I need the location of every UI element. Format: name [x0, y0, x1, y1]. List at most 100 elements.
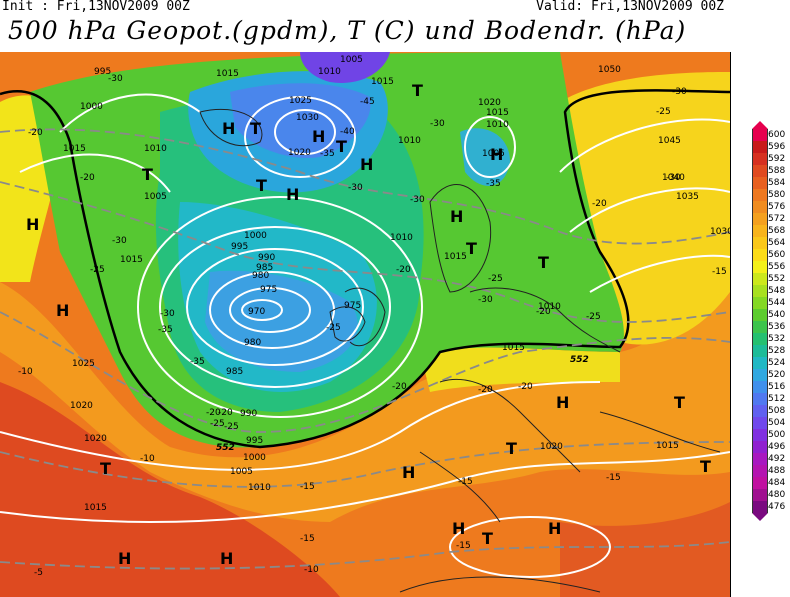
- pressure-label: 1015: [63, 144, 86, 154]
- pressure-label: 1025: [72, 359, 95, 369]
- center-marker: H: [402, 463, 415, 482]
- temp-label: -5: [34, 568, 43, 578]
- legend-swatch: [752, 285, 768, 297]
- temp-label: -30: [672, 87, 687, 97]
- isotherms: [0, 128, 730, 570]
- legend-swatch: [752, 237, 768, 249]
- legend-swatch: [752, 309, 768, 321]
- legend-label: 516: [768, 382, 786, 392]
- header: Init : Fri,13NOV2009 00Z Valid: Fri,13NO…: [0, 0, 790, 50]
- legend-label: 576: [768, 202, 786, 212]
- legend-label: 492: [768, 454, 786, 464]
- pressure-label: 1000: [244, 231, 267, 241]
- legend-swatch: [752, 201, 768, 213]
- legend-label: 528: [768, 346, 786, 356]
- center-marker: H: [450, 207, 463, 226]
- legend-swatch: [752, 189, 768, 201]
- center-marker: T: [506, 439, 517, 458]
- pressure-label: 1020: [70, 401, 93, 411]
- center-marker: H: [56, 301, 69, 320]
- legend-label: 548: [768, 286, 786, 296]
- zone-red-se: [560, 502, 730, 597]
- page-title: 500 hPa Geopot.(gpdm), T (C) und Bodendr…: [8, 16, 687, 45]
- temp-label: -20: [396, 265, 411, 275]
- temp-label: -25: [210, 419, 225, 429]
- center-marker: H: [556, 393, 569, 412]
- legend-label: 508: [768, 406, 786, 416]
- temp-label: -15: [300, 482, 315, 492]
- legend-swatch: [752, 273, 768, 285]
- pressure-label: 990: [258, 253, 275, 263]
- pressure-label: 975: [260, 285, 277, 295]
- temp-label: -10: [304, 565, 319, 575]
- temp-label: -20: [392, 382, 407, 392]
- pressure-label: 1020: [540, 442, 563, 452]
- legend-label: 512: [768, 394, 786, 404]
- legend-label: 536: [768, 322, 786, 332]
- temp-label: -40: [340, 127, 355, 137]
- pressure-label: 1035: [676, 192, 699, 202]
- pressure-label: 1015: [656, 441, 679, 451]
- pressure-label: 1010: [248, 483, 271, 493]
- center-marker: H: [286, 185, 299, 204]
- pressure-label: 985: [256, 263, 273, 273]
- legend-swatch: [752, 393, 768, 405]
- temp-label: -30: [430, 119, 445, 129]
- valid-time: Valid: Fri,13NOV2009 00Z: [536, 0, 724, 14]
- legend-arrow-bottom: [752, 513, 768, 521]
- legend-label: 560: [768, 250, 786, 260]
- pressure-label: 980: [244, 338, 261, 348]
- temp-label: -30: [410, 195, 425, 205]
- temp-label: -30: [666, 173, 681, 183]
- pressure-label: 1020: [478, 98, 501, 108]
- legend-label: 488: [768, 466, 786, 476]
- temp-label: -25: [326, 323, 341, 333]
- weather-map[interactable]: 995 1000 1015 1010 1005 1025 1030 1020 1…: [0, 52, 731, 597]
- pressure-label: 1005: [230, 467, 253, 477]
- contour-tags: 552 552: [216, 355, 589, 453]
- temp-label: -25: [488, 274, 503, 284]
- coastlines: [199, 108, 721, 593]
- legend-swatch: [752, 261, 768, 273]
- legend-swatch: [752, 333, 768, 345]
- legend-swatch: [752, 345, 768, 357]
- temp-label: -10: [18, 367, 33, 377]
- legend-label: 476: [768, 502, 786, 512]
- legend-swatch: [752, 453, 768, 465]
- temp-label: -20: [536, 307, 551, 317]
- pressure-label: 1040: [662, 173, 685, 183]
- temp-label: -10: [140, 454, 155, 464]
- temp-label: -45: [360, 97, 375, 107]
- pressure-label: 970: [248, 307, 265, 317]
- legend-label: 584: [768, 178, 786, 188]
- legend-swatch: [752, 381, 768, 393]
- center-marker: T: [256, 176, 267, 195]
- pressure-label: 1015: [84, 503, 107, 513]
- temp-label: -20: [206, 408, 221, 418]
- pressure-label: 995: [231, 242, 248, 252]
- pressure-label: 1015: [486, 108, 509, 118]
- temp-label: -30: [112, 236, 127, 246]
- legend-swatch: [752, 129, 768, 141]
- legend-swatch: [752, 225, 768, 237]
- legend-label: 572: [768, 214, 786, 224]
- center-marker: H: [220, 549, 233, 568]
- center-marker: T: [466, 239, 477, 258]
- center-marker: H: [312, 127, 325, 146]
- legend-label: 520: [768, 370, 786, 380]
- pressure-label: 1010: [390, 233, 413, 243]
- legend-label: 496: [768, 442, 786, 452]
- init-time: Init : Fri,13NOV2009 00Z: [2, 0, 190, 14]
- legend-arrow-top: [752, 121, 768, 129]
- temp-label: -25: [656, 107, 671, 117]
- temp-label: -15: [300, 534, 315, 544]
- temp-label: -30: [348, 183, 363, 193]
- pressure-label: 1025: [289, 96, 312, 106]
- legend-swatch: [752, 501, 768, 513]
- center-marker: H: [222, 119, 235, 138]
- legend-swatch: [752, 465, 768, 477]
- pressure-label: 1010: [538, 302, 561, 312]
- legend-swatch: [752, 405, 768, 417]
- legend-label: 524: [768, 358, 786, 368]
- zone-red-sw: [0, 382, 340, 597]
